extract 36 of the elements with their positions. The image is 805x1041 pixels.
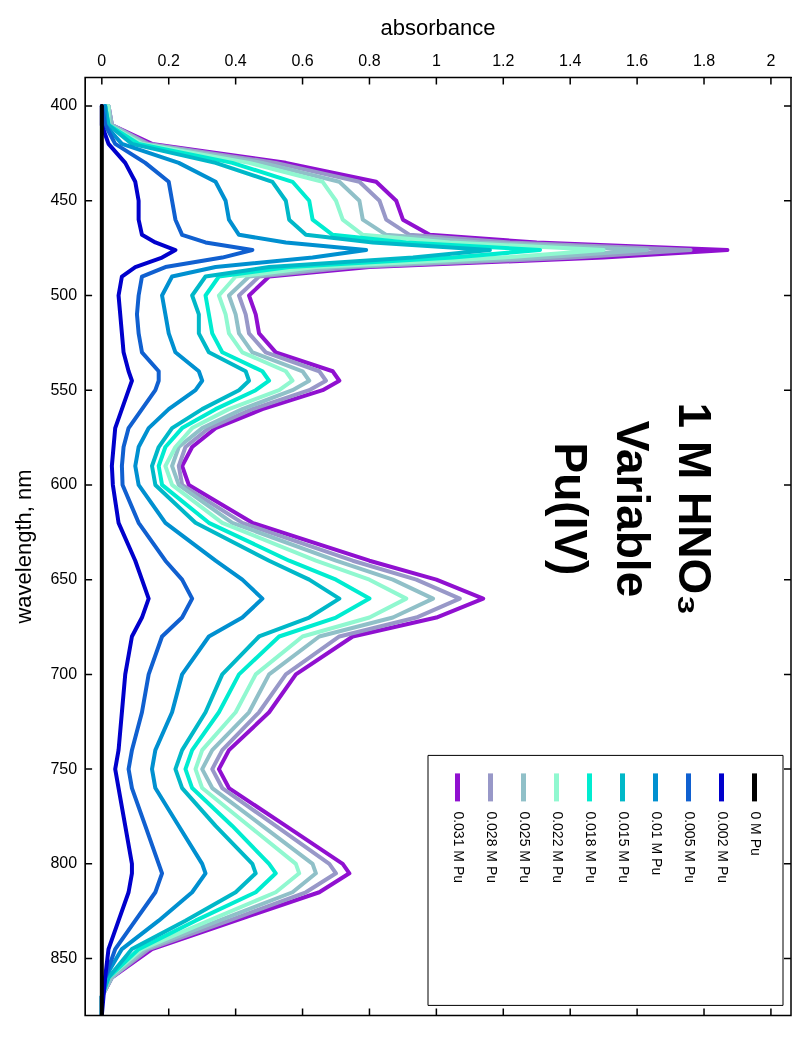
legend-label: 0.015 M Pu — [615, 811, 632, 884]
legend-label: 0 M Pu — [747, 811, 764, 856]
x-tick-label: 2 — [766, 52, 776, 70]
legend-label: 0.018 M Pu — [582, 811, 599, 884]
x-tick-label: 0.6 — [291, 52, 314, 70]
x-tick-label: 1 — [431, 52, 441, 70]
y-tick-label: 750 — [50, 759, 78, 777]
x-axis-title: absorbance — [380, 15, 496, 41]
x-tick-label: 0.4 — [224, 52, 247, 70]
legend-label: 0.005 M Pu — [681, 811, 698, 884]
y-axis-title: wavelength, nm — [11, 469, 37, 625]
x-tick-label: 0 — [97, 52, 107, 70]
legend-label: 0.002 M Pu — [714, 811, 731, 884]
y-tick-label: 550 — [50, 380, 78, 398]
x-tick-label: 1.2 — [492, 52, 515, 70]
legend-label: 0.022 M Pu — [549, 811, 566, 884]
x-tick-label: 1.6 — [625, 52, 649, 70]
y-tick-label: 700 — [50, 664, 78, 682]
y-tick-label: 400 — [50, 96, 78, 114]
y-tick-label: 600 — [50, 475, 78, 493]
y-tick-label: 650 — [50, 570, 78, 588]
x-tick-label: 1.8 — [692, 52, 716, 70]
annotation: Variable — [607, 420, 660, 598]
x-tick-label: 0.8 — [358, 52, 381, 70]
annotation: 1 M HNO₃ — [669, 402, 722, 616]
legend-label: 0.031 M Pu — [450, 811, 467, 884]
legend-label: 0.01 M Pu — [648, 811, 665, 876]
x-tick-label: 0.2 — [157, 52, 180, 70]
legend-label: 0.025 M Pu — [516, 811, 533, 884]
x-tick-label: 1.4 — [559, 52, 582, 70]
y-tick-label: 850 — [50, 948, 78, 966]
legend-label: 0.028 M Pu — [483, 811, 500, 884]
y-tick-label: 450 — [50, 191, 78, 209]
y-tick-label: 800 — [50, 854, 78, 872]
annotation: Pu(IV) — [545, 442, 598, 576]
y-tick-label: 500 — [50, 285, 78, 303]
